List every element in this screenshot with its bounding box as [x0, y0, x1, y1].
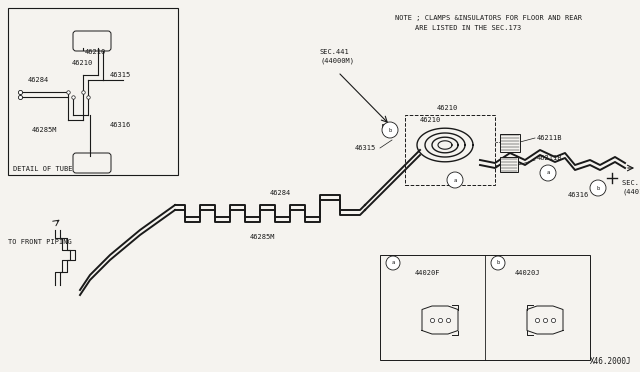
- Bar: [380, 255, 590, 360]
- Circle shape: [590, 180, 606, 196]
- Text: b: b: [388, 128, 392, 132]
- Text: b: b: [497, 260, 500, 266]
- Text: 46210: 46210: [437, 105, 458, 111]
- Text: 46315: 46315: [110, 72, 131, 78]
- Text: 46315: 46315: [355, 145, 376, 151]
- Text: 46285M: 46285M: [250, 234, 275, 240]
- Text: ARE LISTED IN THE SEC.173: ARE LISTED IN THE SEC.173: [415, 25, 521, 31]
- Text: SEC. 441: SEC. 441: [622, 180, 640, 186]
- Bar: [500, 134, 520, 152]
- Bar: [405, 115, 495, 185]
- FancyBboxPatch shape: [73, 31, 111, 51]
- Circle shape: [491, 256, 505, 270]
- Text: 46284: 46284: [270, 190, 291, 196]
- Circle shape: [447, 172, 463, 188]
- Text: X46.2000J: X46.2000J: [590, 357, 632, 366]
- Text: SEC.441: SEC.441: [320, 49, 349, 55]
- Text: 46316: 46316: [110, 122, 131, 128]
- Text: 46211B: 46211B: [537, 155, 563, 161]
- Text: b: b: [596, 186, 600, 190]
- Text: 46211B: 46211B: [537, 135, 563, 141]
- Circle shape: [386, 256, 400, 270]
- Text: 46316: 46316: [568, 192, 589, 198]
- Text: (44000M): (44000M): [320, 58, 354, 64]
- Bar: [8, 8, 178, 175]
- Bar: [500, 157, 518, 172]
- Text: 46284: 46284: [28, 77, 49, 83]
- Text: DETAIL OF TUBE PIPING: DETAIL OF TUBE PIPING: [13, 166, 102, 172]
- Text: a: a: [453, 177, 456, 183]
- Text: NOTE ; CLAMPS &INSULATORS FOR FLOOR AND REAR: NOTE ; CLAMPS &INSULATORS FOR FLOOR AND …: [395, 15, 582, 21]
- Text: a: a: [392, 260, 395, 266]
- FancyBboxPatch shape: [73, 153, 111, 173]
- Text: 46210: 46210: [85, 49, 106, 55]
- Text: 46285M: 46285M: [32, 127, 58, 133]
- Bar: [382, 124, 390, 132]
- Text: 44020J: 44020J: [515, 270, 541, 276]
- Text: TO FRONT PIPING: TO FRONT PIPING: [8, 239, 72, 245]
- Text: (44010M): (44010M): [622, 189, 640, 195]
- Circle shape: [540, 165, 556, 181]
- Circle shape: [382, 122, 398, 138]
- Text: 46210: 46210: [72, 60, 93, 66]
- Text: 44020F: 44020F: [415, 270, 440, 276]
- Text: a: a: [547, 170, 550, 176]
- Text: 46210: 46210: [420, 117, 441, 123]
